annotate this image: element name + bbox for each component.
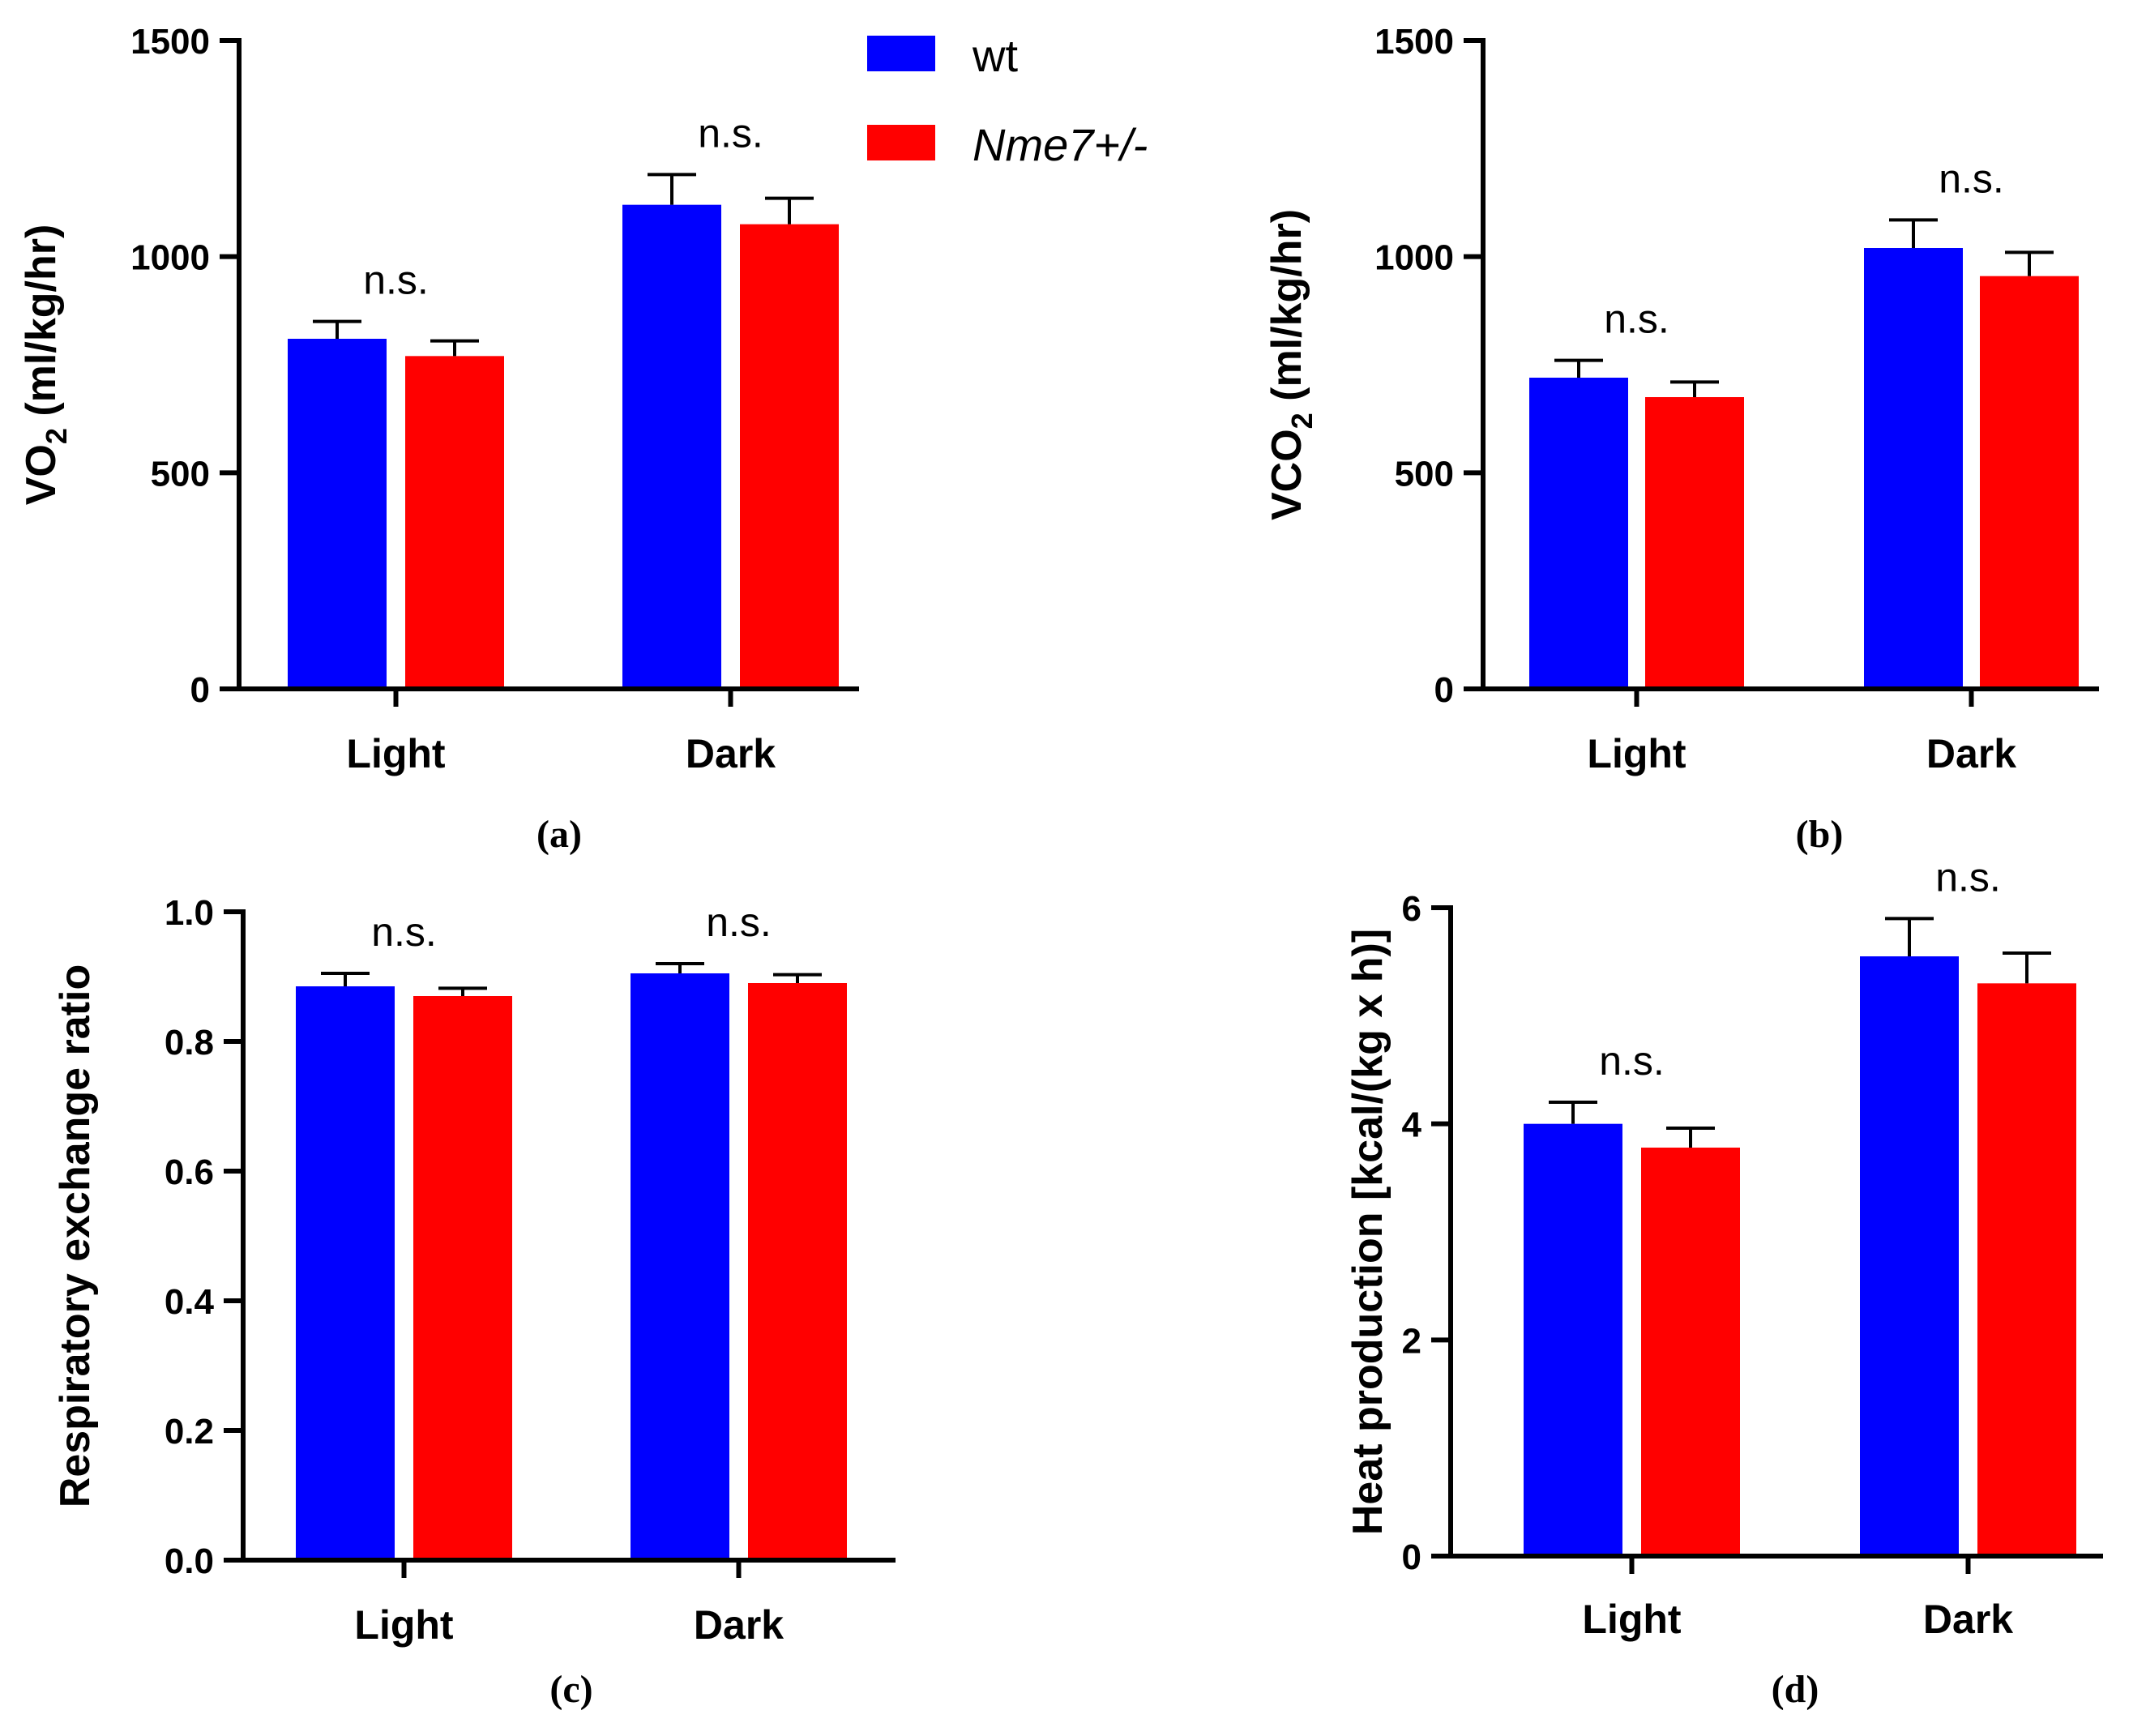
y-axis-title: VCO2 (ml/kg/hr) — [1263, 209, 1319, 520]
bar-nme7-light — [413, 996, 512, 1560]
y-tick-label: 6 — [1402, 889, 1421, 929]
bar-wt-dark — [622, 204, 721, 689]
panel-label: (a) — [536, 813, 582, 856]
significance-label-light: n.s. — [1599, 1038, 1665, 1084]
bar-nme7-dark — [748, 983, 847, 1560]
x-category-label-dark: Dark — [694, 1602, 784, 1648]
y-axis-title: VO2 (ml/kg/hr) — [18, 224, 73, 506]
y-tick-label: 500 — [151, 454, 210, 494]
x-category-label-light: Light — [346, 731, 446, 776]
bar-nme7-light — [1645, 397, 1744, 689]
significance-label-light: n.s. — [371, 909, 437, 955]
panel-d-heat-production-chart: n.s. n.s. 0 2 4 6 Light Dark Heat production [kc… — [1344, 854, 2103, 1711]
bar-nme7-dark — [1980, 276, 2079, 689]
bar-wt-light — [1529, 378, 1628, 689]
y-axis-title: Respiratory exchange ratio — [52, 964, 99, 1507]
bar-wt-light — [296, 986, 395, 1560]
y-tick-label: 0.6 — [165, 1152, 214, 1192]
panel-label: (b) — [1796, 813, 1844, 856]
y-tick-label: 1500 — [130, 22, 210, 62]
panel-label: (d) — [1772, 1668, 1819, 1711]
significance-label-dark: n.s. — [706, 900, 772, 945]
bar-wt-dark — [1860, 956, 1959, 1556]
y-tick-label: 0.0 — [165, 1541, 214, 1581]
bar-nme7-light — [1641, 1148, 1740, 1556]
x-category-label-dark: Dark — [1926, 731, 2016, 776]
legend-swatch-wt — [867, 36, 935, 71]
y-tick-label: 500 — [1395, 454, 1454, 494]
x-category-label-light: Light — [1582, 1597, 1682, 1642]
y-tick-label: 0.4 — [165, 1282, 215, 1322]
bar-nme7-dark — [1977, 983, 2076, 1556]
significance-label-dark: n.s. — [698, 110, 763, 156]
y-axis-title: Heat production [kcal/(kg x h)] — [1344, 929, 1391, 1535]
y-tick-label: 1.0 — [165, 893, 214, 933]
bar-wt-dark — [631, 973, 729, 1560]
y-tick-label: 1500 — [1374, 22, 1454, 62]
bar-wt-dark — [1864, 248, 1963, 689]
y-tick-label: 2 — [1402, 1321, 1421, 1361]
x-category-label-dark: Dark — [1923, 1597, 2013, 1642]
x-category-label-light: Light — [354, 1602, 454, 1648]
significance-label-light: n.s. — [363, 258, 429, 303]
y-tick-label: 0 — [1402, 1537, 1421, 1577]
bar-nme7-light — [405, 356, 504, 689]
bar-wt-light — [288, 339, 387, 689]
y-tick-label: 0.2 — [165, 1412, 214, 1452]
panel-label: (c) — [549, 1668, 592, 1711]
legend-label-nme7: Nme7+/- — [973, 119, 1148, 170]
panel-b-vco2-chart: n.s. n.s. 0 500 1000 1500 Light Dark VCO2 (ml/kg… — [1263, 22, 2099, 856]
significance-label-light: n.s. — [1604, 297, 1669, 342]
y-tick-label: 4 — [1402, 1105, 1422, 1145]
legend-label-wt: wt — [972, 30, 1018, 81]
bar-wt-light — [1524, 1123, 1622, 1556]
y-tick-label: 0 — [190, 670, 210, 710]
y-tick-label: 0.8 — [165, 1023, 214, 1063]
legend: wt Nme7+/- — [867, 30, 1148, 170]
significance-label-dark: n.s. — [1935, 854, 2001, 900]
panel-a-vo2-chart: n.s. n.s. 0 500 1000 1500 Light Dark VO2 (ml/kg/… — [18, 22, 859, 856]
y-tick-label: 1000 — [1374, 238, 1454, 278]
significance-label-dark: n.s. — [1939, 156, 2004, 201]
panel-c-rer-chart: n.s. n.s. 0.0 0.2 0.4 0.6 0.8 1.0 Light Dark Respi… — [52, 893, 896, 1711]
x-category-label-light: Light — [1587, 731, 1686, 776]
x-category-label-dark: Dark — [686, 731, 776, 776]
bar-nme7-dark — [740, 224, 839, 690]
y-tick-label: 0 — [1434, 670, 1454, 710]
y-tick-label: 1000 — [130, 238, 210, 278]
legend-swatch-nme7 — [867, 125, 935, 160]
